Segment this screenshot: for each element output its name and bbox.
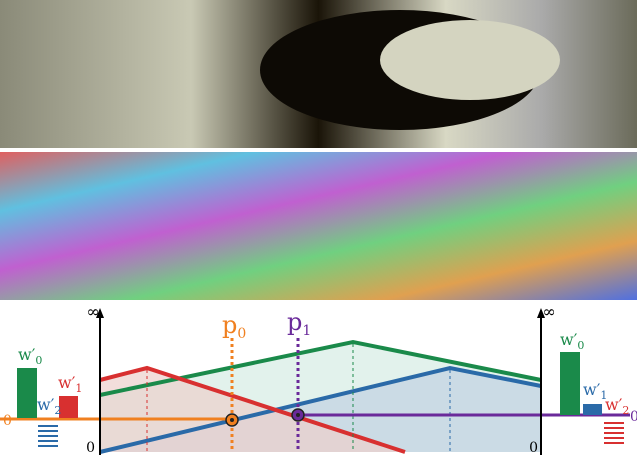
base: w′ bbox=[583, 380, 601, 399]
surface bbox=[380, 20, 560, 100]
figure: ∞ 0 ∞ 0 p0 p1 0 0 w′0w′1w′2w′0w′1w′2 bbox=[0, 0, 637, 459]
color-image bbox=[0, 152, 637, 300]
sub: 0 bbox=[35, 354, 42, 367]
axis-label: 0 bbox=[86, 440, 95, 456]
p1-dot bbox=[296, 413, 300, 417]
base: p bbox=[287, 308, 302, 336]
base: w′ bbox=[560, 330, 578, 349]
base: w′ bbox=[37, 395, 55, 414]
weight-bar bbox=[17, 368, 37, 418]
axis-label: 0 bbox=[529, 440, 538, 456]
sub: 2 bbox=[54, 404, 61, 417]
axis-label: ∞ bbox=[86, 302, 99, 321]
p1-label: p1 bbox=[287, 308, 311, 339]
stripes bbox=[38, 426, 58, 446]
sub: 1 bbox=[302, 323, 311, 339]
weight-label: w′2 bbox=[37, 395, 61, 417]
sub: 2 bbox=[622, 404, 629, 417]
axis-label: ∞ bbox=[542, 302, 555, 321]
base: w′ bbox=[58, 373, 76, 392]
sub: 1 bbox=[75, 382, 82, 395]
p0-label: p0 bbox=[222, 311, 246, 342]
stripes bbox=[604, 423, 624, 443]
weight-bar bbox=[583, 404, 602, 415]
weight-label: w′1 bbox=[58, 373, 82, 395]
sub: 0 bbox=[237, 326, 246, 342]
weight-label: w′1 bbox=[583, 380, 607, 402]
weight-label: w′0 bbox=[560, 330, 584, 352]
base: p bbox=[222, 311, 237, 339]
base: w′ bbox=[18, 345, 36, 364]
weight-bar bbox=[560, 352, 580, 415]
weight-label: w′0 bbox=[18, 345, 42, 367]
weight-label: w′2 bbox=[605, 395, 629, 417]
sub: 0 bbox=[577, 339, 584, 352]
zero-label: 0 bbox=[3, 413, 12, 429]
page: ∞ 0 ∞ 0 p0 p1 0 0 w′0w′1w′2w′0w′1w′2 (()… bbox=[0, 0, 637, 459]
base: w′ bbox=[605, 395, 623, 414]
plot: ∞ 0 ∞ 0 p0 p1 0 0 w′0w′1w′2w′0w′1w′2 bbox=[0, 302, 637, 456]
weight-bar bbox=[59, 396, 78, 418]
p0-dot bbox=[230, 418, 234, 422]
zero-label: 0 bbox=[630, 409, 637, 425]
